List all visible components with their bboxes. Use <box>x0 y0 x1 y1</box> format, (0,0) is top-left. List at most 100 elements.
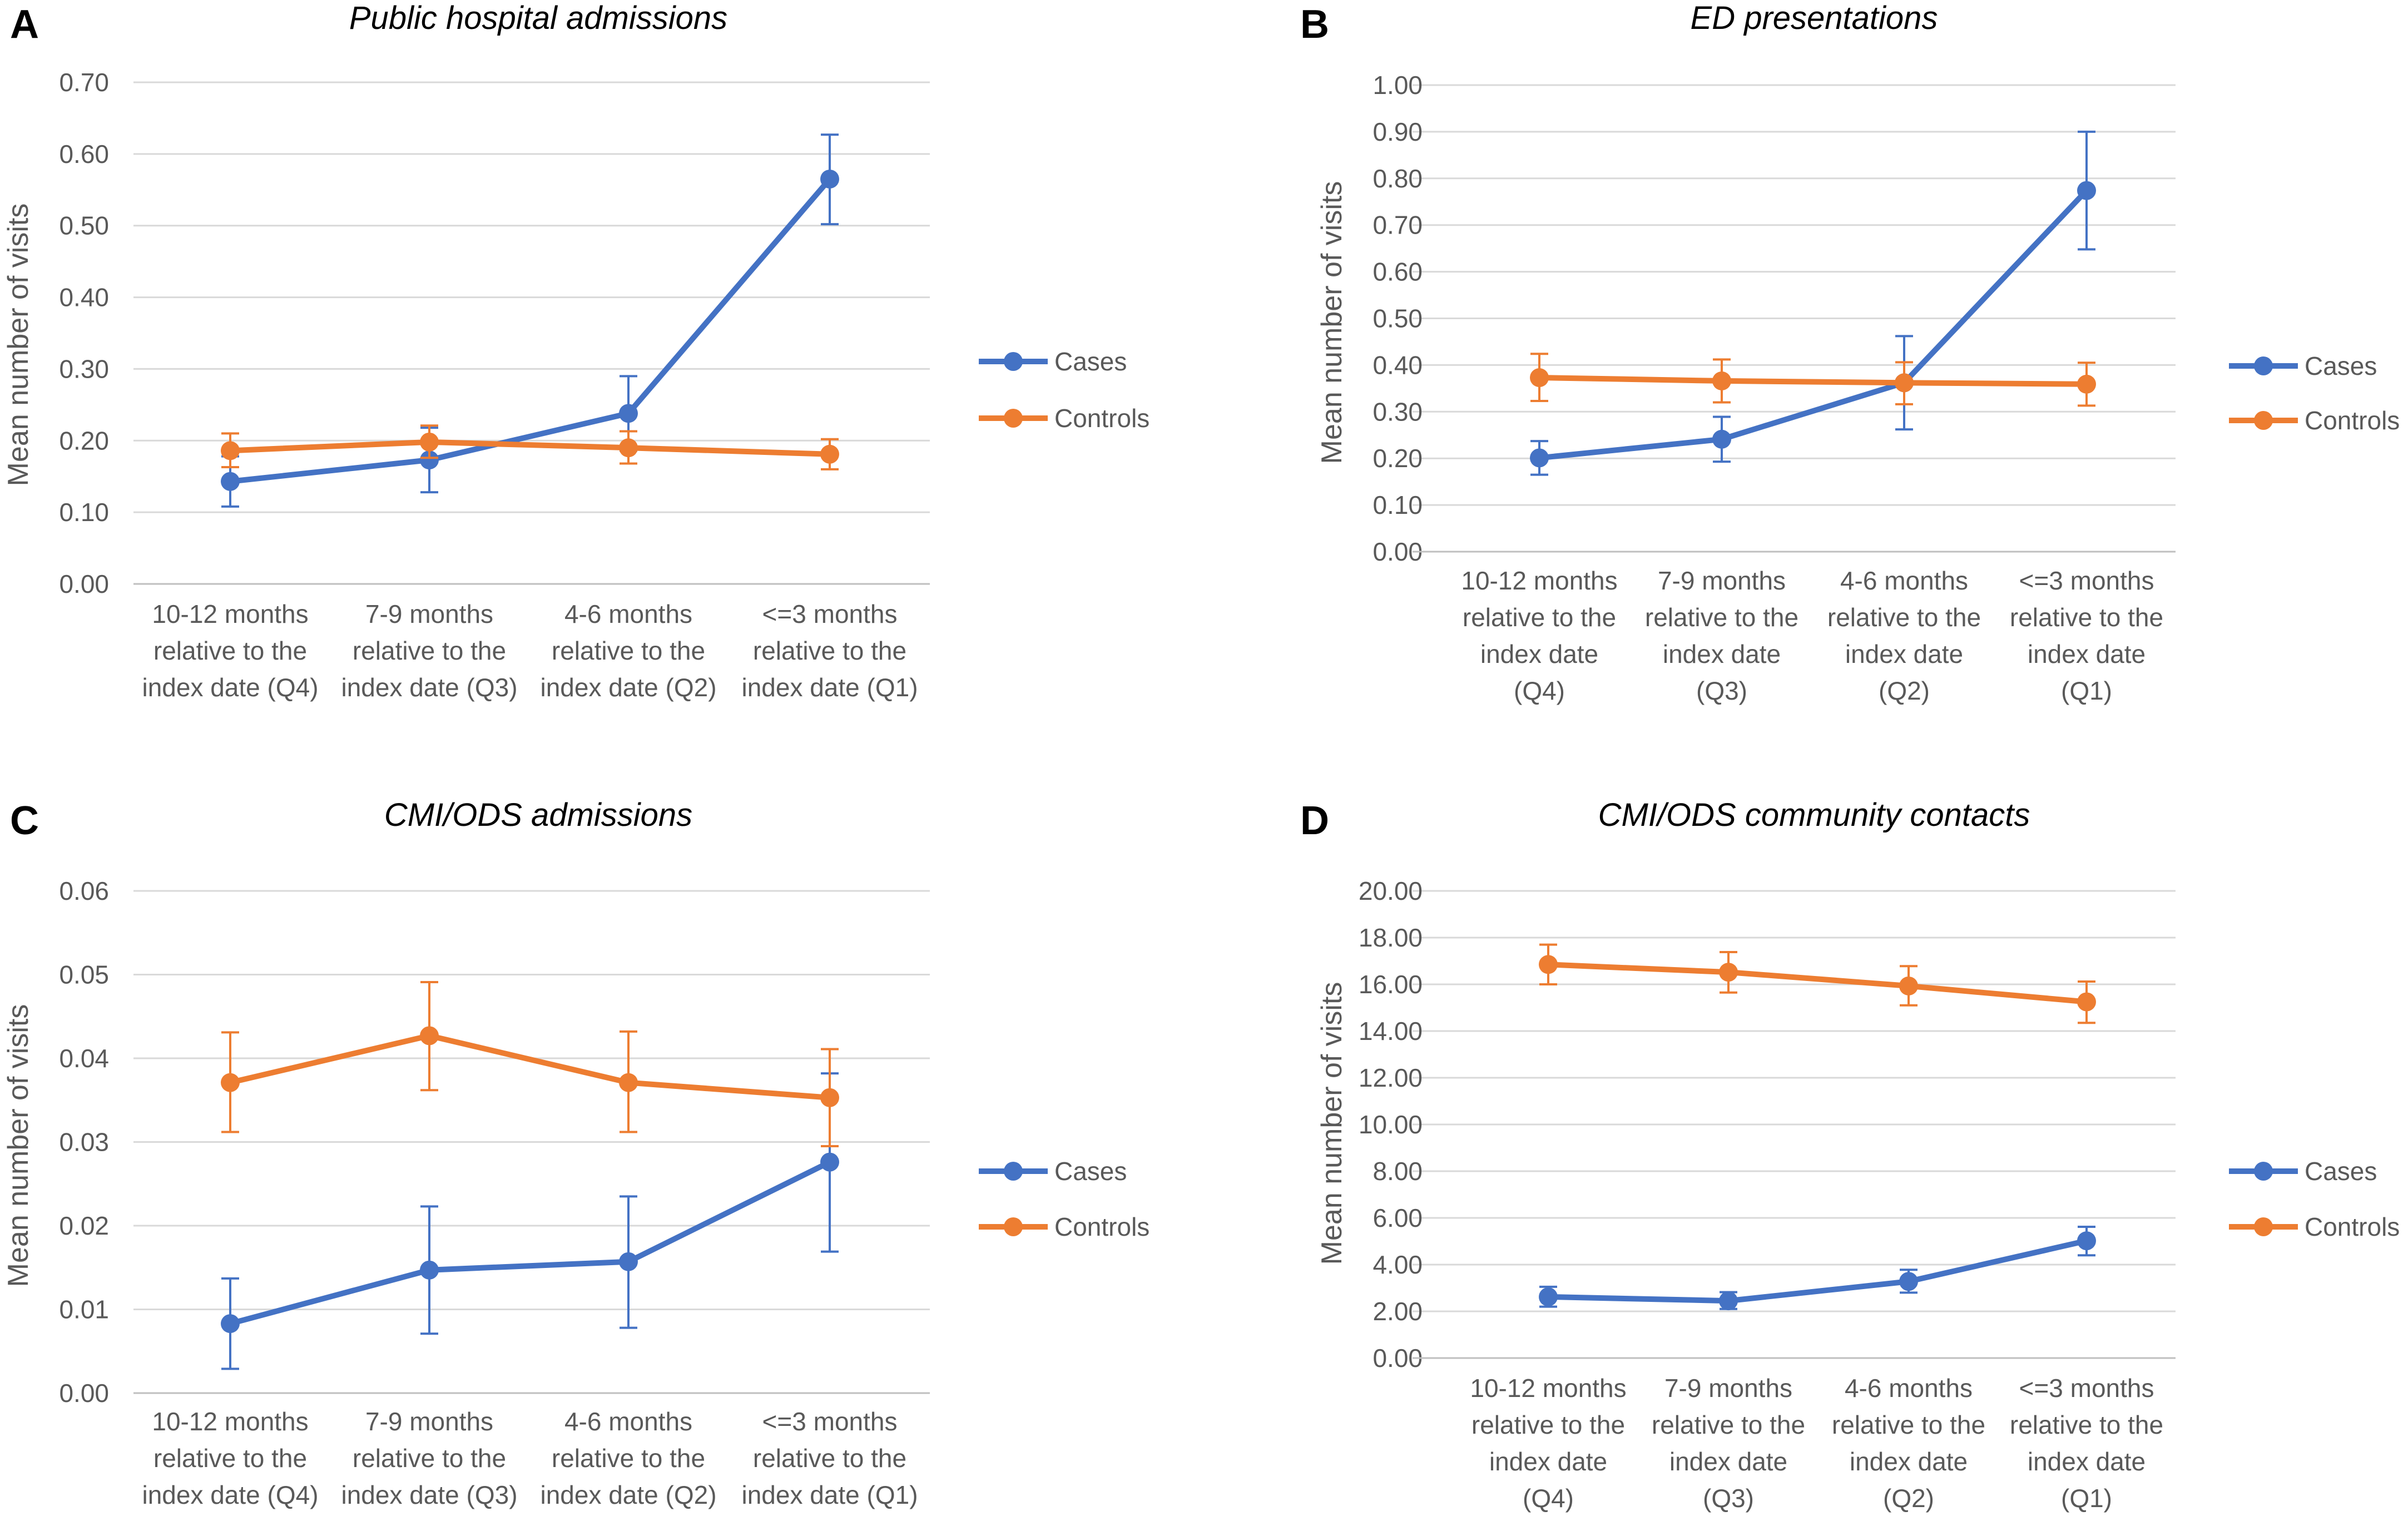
legend-item-controls: Controls <box>2229 406 2400 435</box>
y-tick-label: 0.30 <box>1373 397 1423 426</box>
legend-item-cases: Cases <box>2229 1157 2377 1186</box>
data-point <box>1899 1272 1918 1291</box>
y-tick-label: 8.00 <box>1373 1157 1423 1186</box>
legend-label: Controls <box>2305 1212 2400 1241</box>
y-tick-label: 0.40 <box>59 283 109 312</box>
y-axis-label: Mean number of visits <box>2 1004 34 1287</box>
data-point <box>1712 429 1731 449</box>
y-tick-label: 4.00 <box>1373 1250 1423 1279</box>
y-tick-label: 10.00 <box>1359 1110 1423 1139</box>
series-cases <box>221 1072 839 1370</box>
legend-item-cases: Cases <box>979 347 1127 376</box>
y-tick-label: 0.60 <box>59 140 109 169</box>
series-controls <box>221 981 839 1148</box>
x-tick-label-line: relative to the <box>353 1444 506 1473</box>
data-point <box>1719 1291 1738 1311</box>
data-point <box>1712 371 1731 390</box>
x-tick-label-line: 7-9 months <box>365 600 493 628</box>
y-tick-label: 0.04 <box>59 1044 109 1073</box>
data-point <box>1899 976 1918 995</box>
panel-letter: B <box>1300 2 1329 47</box>
x-tick-label-line: relative to the <box>2010 1410 2163 1439</box>
x-tick-label-line: <=3 months <box>2019 566 2154 595</box>
x-tick-label-line: index date <box>1845 640 1963 668</box>
x-tick-label-line: relative to the <box>552 636 705 665</box>
x-tick-label-line: <=3 months <box>762 1407 898 1436</box>
y-tick-label: 14.00 <box>1359 1017 1423 1046</box>
x-tick-label-line: 7-9 months <box>1664 1374 1792 1403</box>
y-tick-label: 16.00 <box>1359 970 1423 999</box>
series-line <box>227 1033 833 1101</box>
data-point <box>1895 373 1914 393</box>
x-tick-label: 4-6 months relative to the index date (Q2) <box>1827 566 1981 705</box>
data-point <box>1530 368 1549 388</box>
x-tick-label: 7-9 months relative to the index date (Q3) <box>1652 1374 1805 1513</box>
data-point <box>820 1088 839 1107</box>
x-tick-label-line: relative to the <box>1832 1410 1985 1439</box>
x-tick-label-line: (Q2) <box>1879 676 1930 705</box>
x-tick-label-line: relative to the <box>153 1444 307 1473</box>
data-point <box>2077 374 2096 394</box>
series-line <box>227 176 833 484</box>
data-point <box>420 450 439 470</box>
legend-item-cases: Cases <box>2229 351 2377 380</box>
y-tick-label: 0.80 <box>1373 164 1423 193</box>
x-tick-label: <=3 months relative to the index date (Q1) <box>2010 1374 2163 1513</box>
legend-swatch-marker <box>1004 409 1023 428</box>
x-tick-label: 7-9 months relative to the index date (Q3) <box>341 600 517 702</box>
x-tick-label-line: <=3 months <box>762 600 898 628</box>
x-tick-label-line: 4-6 months <box>564 1407 692 1436</box>
x-tick-label-line: index date (Q4) <box>142 673 318 702</box>
data-point <box>619 404 638 423</box>
x-tick-label-line: 10-12 months <box>1470 1374 1626 1403</box>
y-tick-label: 2.00 <box>1373 1297 1423 1326</box>
x-tick-label-line: 7-9 months <box>1658 566 1786 595</box>
series-line <box>1537 187 2089 461</box>
y-tick-label: 0.40 <box>1373 350 1423 379</box>
x-tick-label-line: relative to the <box>353 636 506 665</box>
data-point <box>1530 448 1549 468</box>
data-point <box>619 438 638 458</box>
y-axis-label: Mean number of visits <box>1316 181 1348 464</box>
legend-label: Controls <box>1054 404 1150 433</box>
x-tick-label-line: (Q4) <box>1514 676 1565 705</box>
x-tick-label-line: relative to the <box>753 1444 906 1473</box>
data-point <box>420 1026 439 1046</box>
y-tick-label: 0.70 <box>59 68 109 97</box>
x-tick-label-line: index date (Q3) <box>341 1480 517 1509</box>
x-tick-label-line: (Q1) <box>2061 1484 2112 1513</box>
legend-label: Cases <box>2305 351 2377 380</box>
data-point <box>2077 992 2096 1012</box>
y-tick-label: 0.20 <box>1373 444 1423 473</box>
x-tick-label: 10-12 months relative to the index date (Q… <box>142 1407 318 1509</box>
chart-title: ED presentations <box>1691 0 1938 36</box>
x-tick-label: 7-9 months relative to the index date (Q3) <box>341 1407 517 1509</box>
legend-swatch-marker <box>2254 1217 2273 1236</box>
x-tick-label-line: index date <box>1850 1447 1968 1476</box>
y-tick-label: 0.30 <box>59 354 109 383</box>
x-tick-label-line: relative to the <box>552 1444 705 1473</box>
y-tick-label: 0.02 <box>59 1211 109 1240</box>
x-tick-label-line: index date (Q1) <box>741 673 918 702</box>
x-tick-label-line: 10-12 months <box>1461 566 1617 595</box>
legend-label: Controls <box>2305 406 2400 435</box>
legend-item-controls: Controls <box>979 404 1150 433</box>
y-tick-label: 0.05 <box>59 960 109 989</box>
x-tick-label-line: (Q3) <box>1696 676 1747 705</box>
data-point <box>619 1073 638 1092</box>
x-tick-label-line: index date (Q2) <box>540 1480 716 1509</box>
chart-title: Public hospital admissions <box>349 0 727 36</box>
panel-letter: D <box>1300 799 1329 843</box>
legend-swatch-marker <box>1004 352 1023 371</box>
legend-label: Controls <box>1054 1212 1150 1241</box>
x-tick-label: <=3 months relative to the index date (Q1) <box>741 600 918 702</box>
data-point <box>420 1260 439 1280</box>
y-tick-label: 0.00 <box>59 1379 109 1408</box>
data-point <box>221 441 240 460</box>
x-tick-label-line: 4-6 months <box>564 600 692 628</box>
data-point <box>820 169 839 189</box>
legend-swatch-marker <box>1004 1217 1023 1236</box>
legend-swatch-marker <box>2254 1162 2273 1181</box>
chart-panel-d: D CMI/ODS community contacts0.002.004.006… <box>1300 797 2400 1513</box>
chart-panel-b: B ED presentations0.000.100.200.300.400.5… <box>1300 0 2400 705</box>
